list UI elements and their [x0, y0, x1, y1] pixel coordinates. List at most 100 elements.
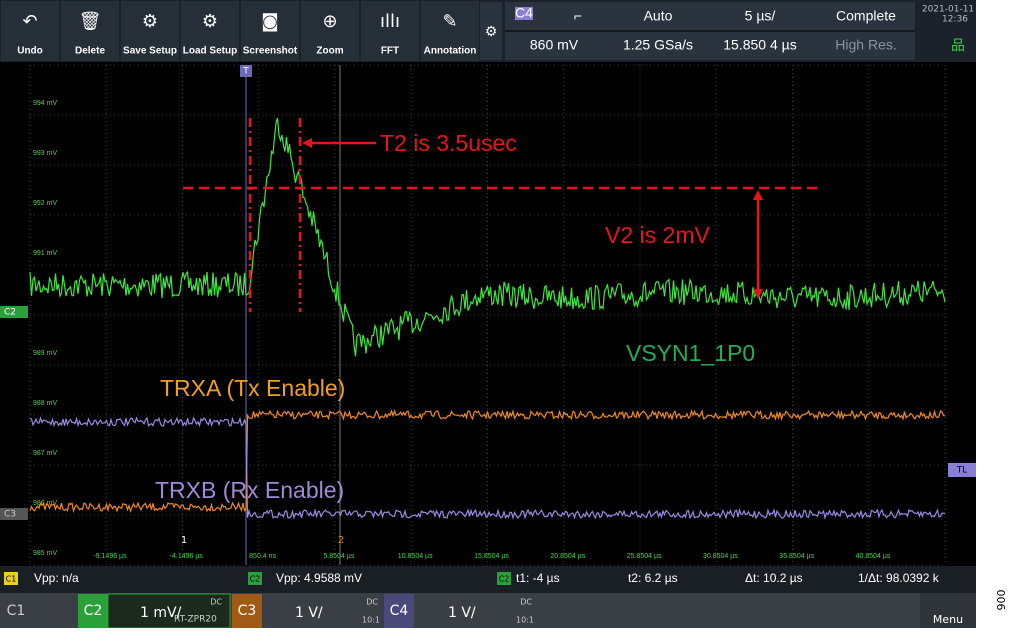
x-label: 10.8504 µs	[398, 553, 433, 560]
x-label: 20.8504 µs	[550, 553, 585, 560]
button-icon: ↶	[22, 11, 37, 32]
x-label: 850.4 ns	[249, 553, 276, 560]
settings-button[interactable]	[480, 2, 502, 60]
status-rate: 1.25 GSa/s	[623, 37, 693, 53]
toolbar-button[interactable]	[1, 1, 59, 61]
status-level: 860 mV	[530, 37, 579, 53]
annotation: VSYN1_1P0	[626, 340, 755, 366]
c2-label: C2	[4, 308, 16, 318]
ratio: 10:1	[362, 616, 380, 625]
trigger-marker	[240, 65, 252, 77]
y-label: 994 mV	[33, 100, 57, 107]
button-icon: ⚙	[202, 11, 218, 32]
tag	[248, 572, 262, 585]
channel-settings[interactable]	[107, 593, 231, 629]
annotation: TRXA (Tx Enable)	[160, 375, 345, 401]
channel[interactable]: C1	[7, 603, 26, 619]
status-state: Complete	[836, 8, 896, 24]
tl-label: TL	[956, 466, 968, 476]
measurement: Vpp: n/a	[34, 571, 79, 585]
button-label: Save Setup	[123, 46, 177, 57]
gear-icon: ⚙	[485, 24, 498, 40]
measurement: t1: -4 µs	[516, 571, 560, 585]
status-mode: High Res.	[835, 37, 896, 53]
figure-id: 006	[994, 590, 1007, 611]
button-icon: ⊕	[322, 11, 337, 32]
button-icon: 🗑	[79, 11, 102, 32]
button-label: Delete	[75, 46, 105, 57]
channel-bar: C1 C2 1 mV/ RT-ZPR20 DC C3 1 V/ DC 10:1 …	[0, 593, 976, 629]
toolbar-button[interactable]	[61, 1, 119, 61]
measurement: t2: 6.2 µs	[628, 571, 678, 585]
button-icon: ◙	[261, 11, 278, 32]
toolbar-button[interactable]	[121, 1, 179, 61]
y-label: 986 mV	[33, 500, 57, 507]
annotation: V2 is 2mV	[605, 222, 710, 248]
channel-tab[interactable]	[78, 594, 108, 628]
channel-tab[interactable]	[232, 594, 262, 628]
y-label: 987 mV	[33, 450, 57, 457]
button-label: Zoom	[316, 46, 343, 57]
toolbar-button[interactable]	[421, 1, 479, 61]
status-timebase: 5 µs/	[745, 8, 776, 24]
measure-bg	[0, 566, 976, 593]
tag-text: C2	[250, 575, 261, 584]
channel-tab[interactable]	[384, 594, 414, 628]
cursor2-label: 2	[338, 535, 344, 546]
measurement: 1/Δt: 98.0392 k	[858, 571, 940, 585]
status-slope: Auto	[644, 8, 673, 24]
trigger-label: T	[242, 67, 249, 77]
trace-vsyn	[29, 117, 946, 357]
trace-trxa	[29, 408, 946, 514]
coupling: DC	[210, 598, 222, 607]
button-icon: ıllı	[380, 11, 400, 32]
tag	[497, 572, 511, 585]
tag-text: C2	[499, 575, 510, 584]
channel-chip	[515, 7, 533, 20]
scale: 1 mV/	[140, 605, 182, 621]
c3-marker	[0, 508, 28, 520]
annotation: TRXB (Rx Enable)	[155, 477, 344, 503]
coupling: DC	[366, 598, 378, 607]
toolbar-button[interactable]	[241, 1, 299, 61]
status-panel: C4 ⌐ Auto 5 µs/ Complete 860 mV 1.25 GSa…	[505, 2, 915, 60]
status-position: 15.850 4 µs	[723, 37, 796, 53]
annotation: T2 is 3.5usec	[380, 130, 517, 156]
arrowhead	[302, 138, 312, 148]
ratio: 10:1	[516, 616, 534, 625]
button-icon: ✎	[442, 11, 457, 32]
y-label: 992 mV	[33, 200, 57, 207]
markers: T C2 C3 TL 1 2	[0, 65, 976, 546]
x-label: 5.8504 µs	[323, 553, 354, 560]
probe: RT-ZPR20	[174, 615, 217, 625]
toolbar-button[interactable]	[361, 1, 419, 61]
toolbar-button[interactable]	[181, 1, 239, 61]
x-label: 30.8504 µs	[703, 553, 738, 560]
scale: 1 V/	[295, 605, 323, 621]
measurement: Vpp: 4.9588 mV	[276, 571, 362, 585]
c3-label: C3	[4, 510, 16, 520]
channel: C3	[238, 603, 257, 619]
coupling: DC	[520, 598, 532, 607]
toolbar-button[interactable]	[301, 1, 359, 61]
slope-icon: ⌐	[574, 8, 582, 24]
y-label: 989 mV	[33, 350, 57, 357]
y-label: 993 mV	[33, 150, 57, 157]
button-label: Load Setup	[183, 46, 237, 57]
menu-label: Menu	[933, 613, 963, 626]
x-label: -9.1496 µs	[93, 553, 127, 560]
channel: C2	[84, 603, 103, 619]
x-label: 40.8504 µs	[856, 553, 891, 560]
channel: C4	[390, 603, 409, 619]
menu-button[interactable]	[920, 593, 976, 628]
tag-text: C1	[6, 575, 17, 584]
measure-bar: C1 Vpp: n/a C2 Vpp: 4.9588 mV C2 t1: -4 …	[0, 566, 976, 593]
status-channel: C4	[515, 5, 533, 21]
scale: 1 V/	[448, 605, 476, 621]
tl-marker	[948, 463, 976, 477]
measurement: Δt: 10.2 µs	[745, 571, 803, 585]
button-label: FFT	[381, 46, 399, 57]
annotations	[183, 118, 820, 312]
network-icon: 品	[951, 38, 965, 54]
y-label: 985 mV	[33, 550, 57, 557]
